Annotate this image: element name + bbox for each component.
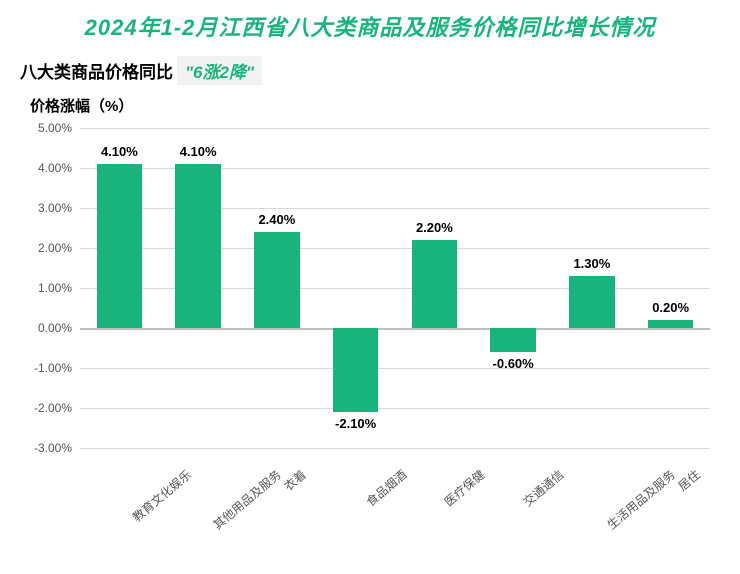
x-tick-label: 其他用品及服务 xyxy=(209,466,284,533)
bar xyxy=(97,164,143,328)
bar-value-label: 4.10% xyxy=(101,144,138,159)
bar-value-label: 1.30% xyxy=(573,256,610,271)
bar-value-label: 4.10% xyxy=(180,144,217,159)
x-tick-label: 交通通信 xyxy=(520,466,568,510)
bar-value-label: 0.20% xyxy=(652,300,689,315)
bar xyxy=(254,232,300,328)
gridline xyxy=(80,128,710,129)
chart-subtitle: 八大类商品价格同比 "6涨2降" xyxy=(20,56,740,85)
y-tick-label: 0.00% xyxy=(38,321,72,335)
bar-value-label: 2.40% xyxy=(258,212,295,227)
bar-value-label: -2.10% xyxy=(335,416,376,431)
bar xyxy=(333,328,379,412)
y-tick-label: 5.00% xyxy=(38,121,72,135)
plot-region: -3.00%-2.00%-1.00%0.00%1.00%2.00%3.00%4.… xyxy=(80,128,710,448)
x-tick-label: 食品烟酒 xyxy=(362,466,410,510)
bar xyxy=(412,240,458,328)
subtitle-highlight: "6涨2降" xyxy=(177,56,262,85)
x-tick-label: 居住 xyxy=(674,466,703,494)
y-tick-label: 4.00% xyxy=(38,161,72,175)
y-axis-label: 价格涨幅（%） xyxy=(30,95,740,116)
bar xyxy=(648,320,694,328)
bar-value-label: 2.20% xyxy=(416,220,453,235)
subtitle-prefix: 八大类商品价格同比 xyxy=(20,58,173,83)
bar xyxy=(175,164,221,328)
y-tick-label: -3.00% xyxy=(34,441,72,455)
y-tick-label: -1.00% xyxy=(34,361,72,375)
bar xyxy=(490,328,536,352)
gridline xyxy=(80,408,710,409)
chart-title: 2024年1-2月江西省八大类商品及服务价格同比增长情况 xyxy=(0,0,740,42)
x-tick-label: 生活用品及服务 xyxy=(603,466,678,533)
gridline xyxy=(80,328,710,330)
x-tick-label: 教育文化娱乐 xyxy=(129,466,195,525)
gridline xyxy=(80,368,710,369)
x-tick-label: 衣着 xyxy=(280,466,309,494)
chart-area: -3.00% -2.00% -1.00% 0.00% 1.00% 2.00% 3.00% 4.… xyxy=(20,118,720,548)
y-tick-label: 2.00% xyxy=(38,241,72,255)
bar-value-label: -0.60% xyxy=(493,356,534,371)
y-tick-label: -2.00% xyxy=(34,401,72,415)
bar xyxy=(569,276,615,328)
gridline xyxy=(80,448,710,449)
x-tick-label: 医疗保健 xyxy=(441,466,489,510)
y-tick-label: 3.00% xyxy=(38,201,72,215)
y-tick-label: 1.00% xyxy=(38,281,72,295)
